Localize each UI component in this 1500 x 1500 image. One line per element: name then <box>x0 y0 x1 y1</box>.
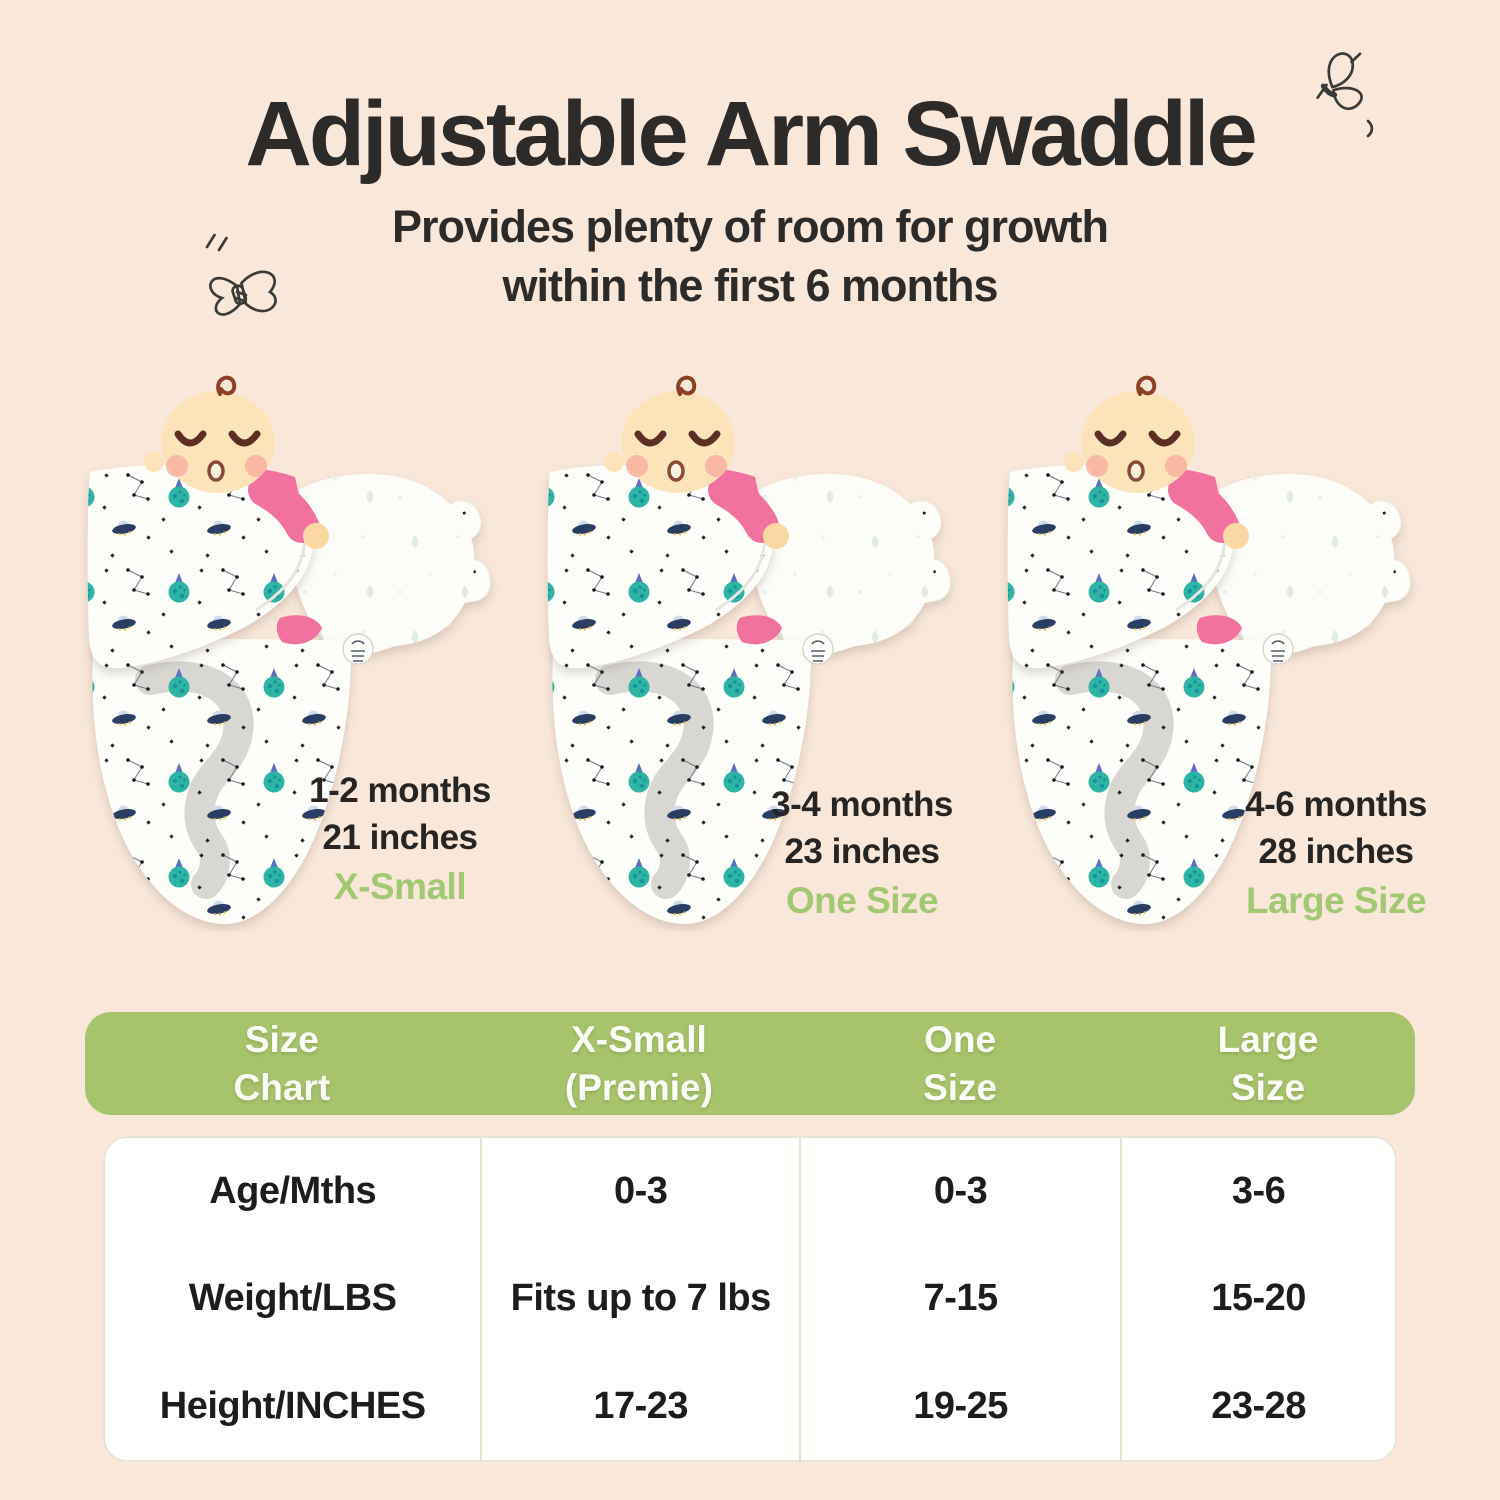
age-range: 4-6 months <box>1245 785 1427 824</box>
size-label-large: 4-6 months 28 inches Large Size <box>1166 782 1500 925</box>
size-label-one-size: 3-4 months 23 inches One Size <box>692 782 1032 925</box>
subtitle-line-1: Provides plenty of room for growth <box>391 201 1109 252</box>
column-header-xsmall: X-Small (Premie) <box>564 1019 713 1108</box>
butterfly-icon <box>205 233 277 316</box>
size-name: Large Size <box>1245 879 1427 921</box>
table-cell: 0-3 <box>799 1138 1120 1246</box>
table-cell: 17-23 <box>480 1352 799 1460</box>
row-label-height: Height/INCHES <box>159 1384 426 1427</box>
table-cell: 15-20 <box>1120 1245 1395 1353</box>
length: 21 inches <box>322 817 478 857</box>
age-range: 1-2 months <box>309 771 491 810</box>
row-label-age: Age/Mths <box>209 1170 377 1213</box>
length: 28 inches <box>1258 831 1414 871</box>
page-subtitle: Provides plenty of room for growth withi… <box>0 198 1500 315</box>
size-chart-table: Age/Mths 0-3 0-3 3-6 Weight/LBS Fits up … <box>103 1136 1397 1462</box>
butterfly-icon <box>1316 52 1374 138</box>
size-name: One Size <box>785 879 939 921</box>
size-chart-header: Size Chart X-Small (Premie) One Size Lar… <box>85 1012 1415 1115</box>
table-cell: 0-3 <box>480 1138 799 1246</box>
subtitle-line-2: within the first 6 months <box>502 259 998 311</box>
table-cell: 7-15 <box>799 1245 1120 1353</box>
age-range: 3-4 months <box>771 785 953 824</box>
table-cell: 19-25 <box>799 1352 1120 1460</box>
length: 23 inches <box>784 831 940 871</box>
column-header-large-size: Large Size <box>1217 1019 1319 1108</box>
row-label-weight: Weight/LBS <box>188 1277 397 1320</box>
table-cell: 23-28 <box>1120 1352 1395 1460</box>
size-label-xsmall: 1-2 months 21 inches X-Small <box>230 768 570 911</box>
column-header-size-chart: Size Chart <box>233 1019 331 1108</box>
table-cell: Fits up to 7 lbs <box>480 1245 799 1353</box>
size-name: X-Small <box>333 865 467 907</box>
page-title: Adjustable Arm Swaddle <box>245 83 1257 185</box>
column-header-one-size: One Size <box>923 1019 998 1108</box>
table-cell: 3-6 <box>1120 1138 1395 1246</box>
